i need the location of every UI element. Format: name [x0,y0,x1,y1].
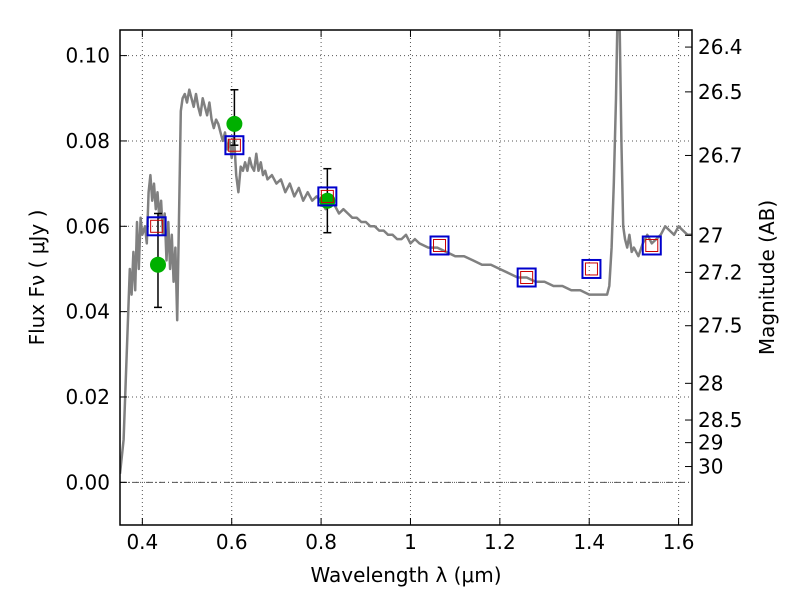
y-axis-title: Flux Fν ( μJy ) [25,210,49,346]
synthetic-point-inner [227,138,241,152]
synthetic-point [146,216,167,237]
y-tick-label: 0.10 [65,44,110,68]
right-tick-label: 29 [698,431,723,455]
x-tick-label: 1.4 [573,530,605,554]
synthetic-point [581,258,602,279]
synthetic-point [224,135,245,156]
plot-frame [119,29,693,526]
y-tick-label: 0.02 [65,385,110,409]
x-tick-label: 1 [404,530,417,554]
synthetic-point [429,235,450,256]
right-tick-label: 27.5 [698,314,743,338]
right-axis-title: Magnitude (AB) [755,200,779,355]
synthetic-point-inner [520,271,534,284]
synthetic-point-inner [584,262,598,276]
x-axis-ticks: 0.4 0.6 0.8 1 1.2 1.4 1.6 [126,30,695,554]
right-tick-label: 28 [698,371,723,395]
x-tick-label: 0.6 [216,530,248,554]
series-layer [120,30,692,474]
x-tick-label: 0.8 [305,530,337,554]
y-tick-label: 0.00 [65,470,110,494]
x-tick-label: 0.4 [126,530,158,554]
observed-point [226,115,243,132]
synthetic-point-inner [645,238,659,252]
grid-lines [120,30,692,525]
observed-point [149,256,166,273]
x-axis-title: Wavelength λ (μm) [310,563,501,587]
synthetic-point [641,235,662,256]
x-tick-label: 1.2 [484,530,516,554]
model-spectrum-line [120,30,692,474]
right-tick-label: 27 [698,223,723,247]
y-axis-ticks: 0.00 0.02 0.04 0.06 0.08 0.10 [65,44,127,494]
y-tick-label: 0.06 [65,214,110,238]
y-tick-label: 0.08 [65,129,110,153]
right-tick-label: 26.7 [698,143,743,167]
right-tick-label: 28.5 [698,408,743,432]
right-tick-label: 26.4 [698,35,743,59]
synthetic-point-inner [433,238,447,252]
synthetic-point-inner [320,189,334,203]
synthetic-point [516,267,537,288]
right-tick-label: 30 [698,455,723,479]
right-tick-label: 26.5 [698,80,743,104]
x-tick-label: 1.6 [663,530,695,554]
right-tick-label: 27.2 [698,260,743,284]
y-tick-label: 0.04 [65,300,110,324]
synthetic-point-inner [150,219,164,233]
synthetic-point [317,186,338,207]
